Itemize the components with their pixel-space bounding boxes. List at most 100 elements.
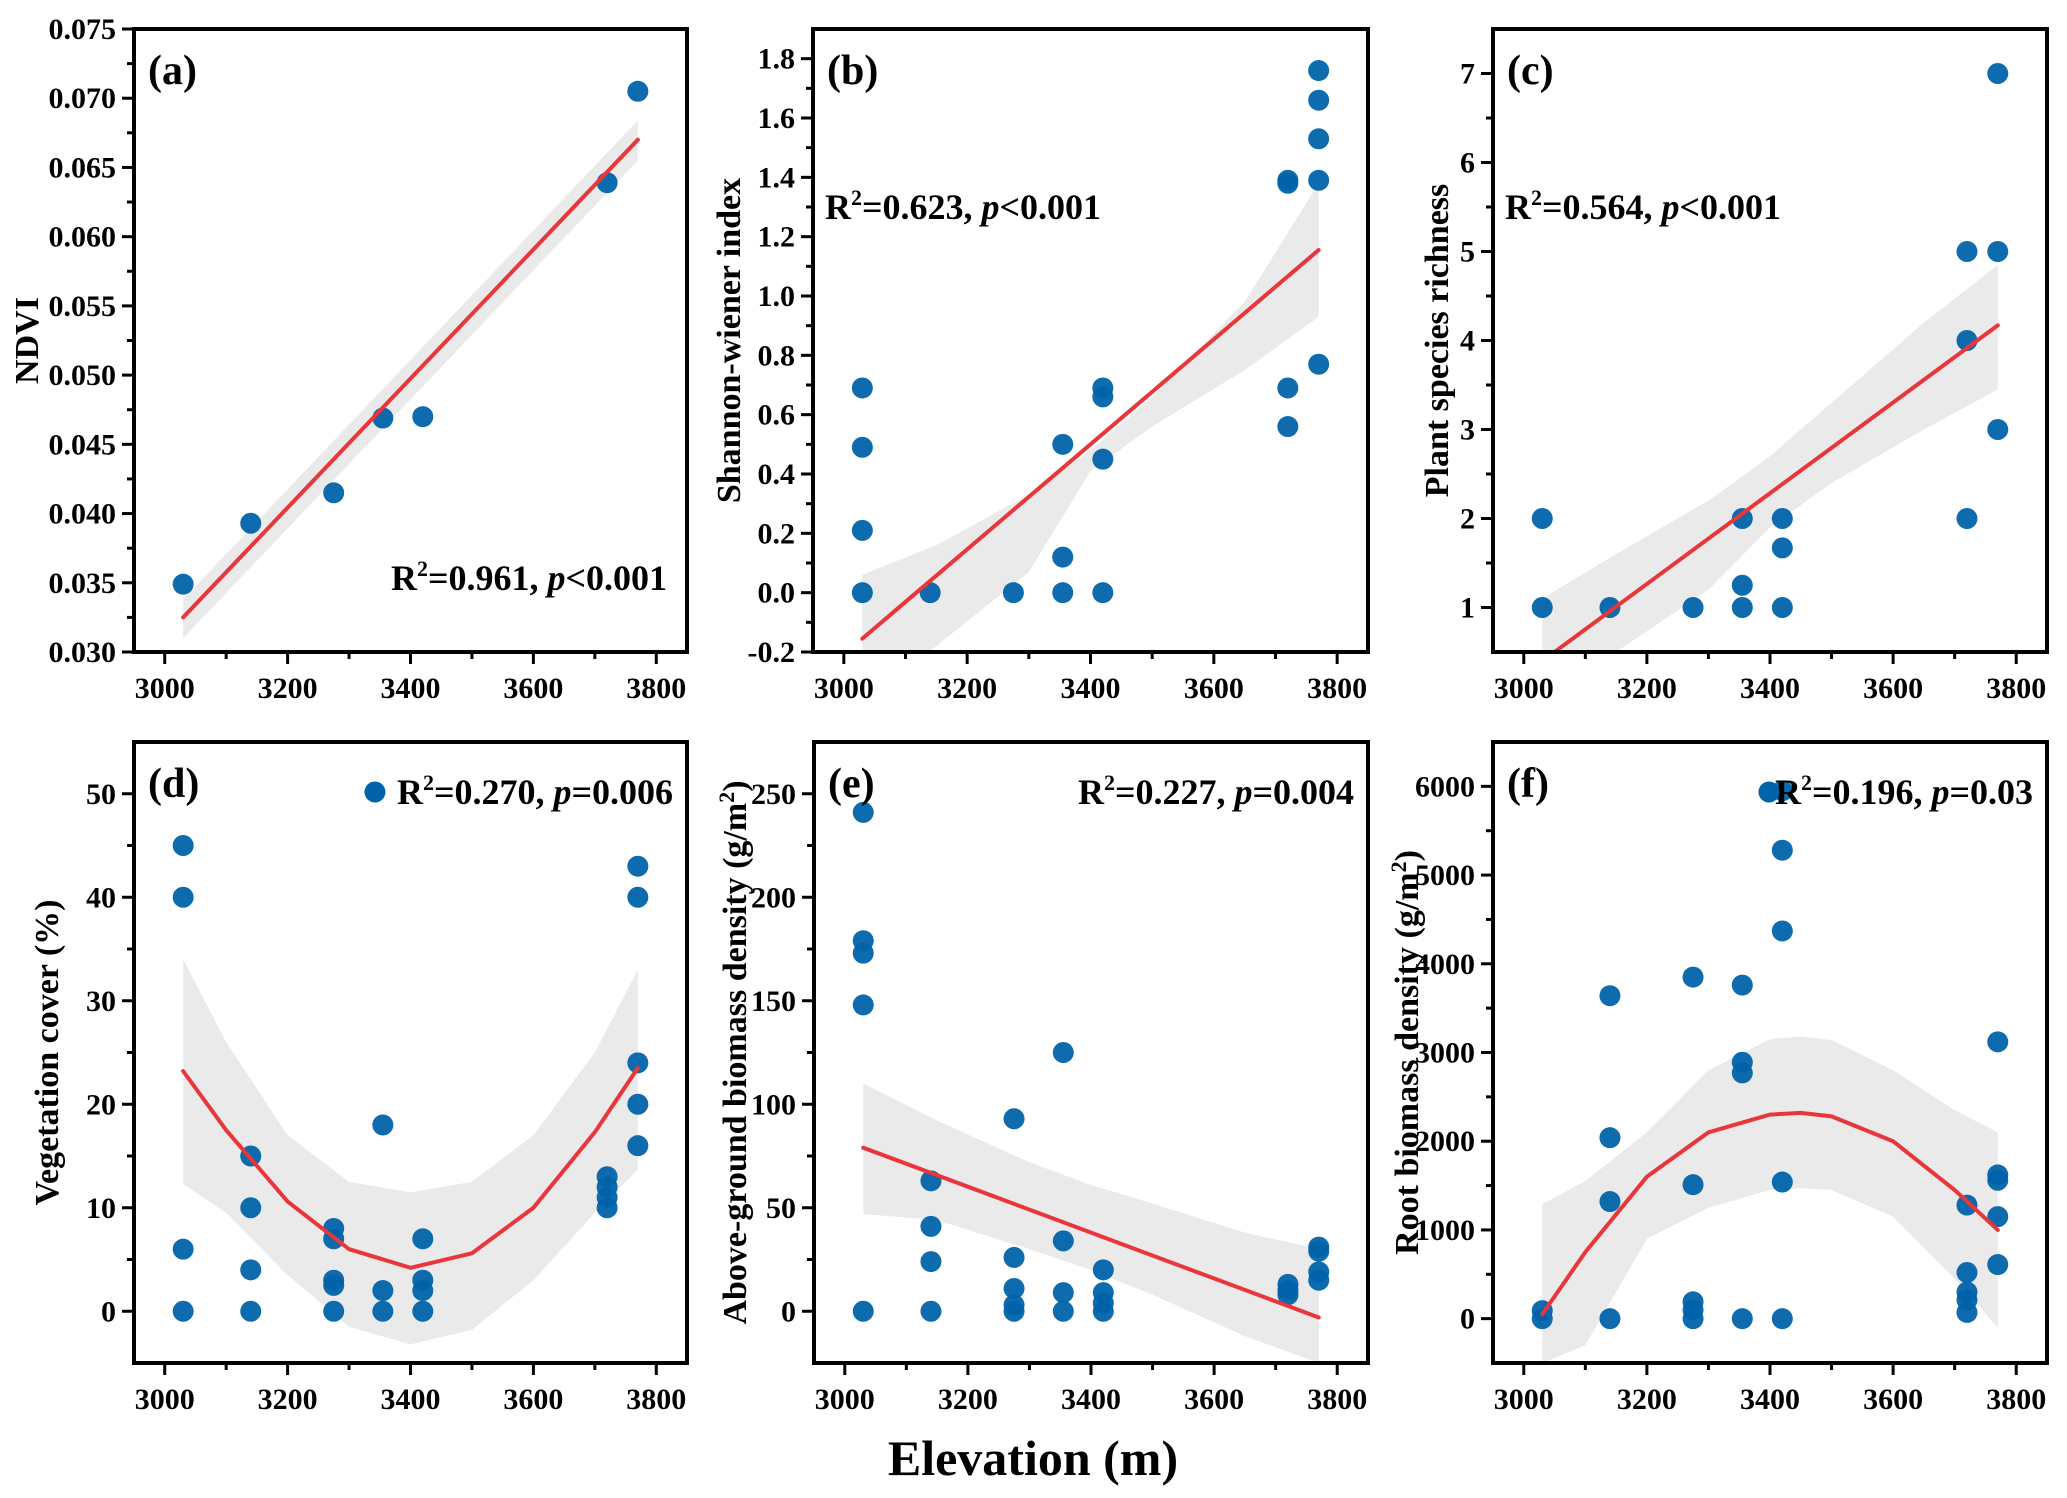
- y-tick-label: 10: [86, 1192, 116, 1225]
- shared-x-axis-title: Elevation (m): [888, 1430, 1178, 1486]
- data-point: [920, 1251, 942, 1273]
- data-point: [596, 1197, 618, 1219]
- x-tick-label: 3600: [1184, 1383, 1244, 1416]
- data-point: [1308, 60, 1330, 82]
- data-point: [1052, 1042, 1074, 1063]
- y-tick-label: 6: [1460, 147, 1475, 180]
- stat-part: 2: [417, 556, 428, 581]
- y-tick-label: 100: [751, 1088, 796, 1121]
- data-point: [851, 582, 873, 604]
- x-tick-label: 3000: [814, 672, 874, 705]
- x-tick-label: 3200: [938, 1383, 998, 1416]
- x-tick-label: 3800: [1986, 1383, 2046, 1416]
- stat-annotation: R2=0.623, p<0.001: [825, 185, 1101, 227]
- data-point: [627, 1052, 649, 1074]
- y-tick-label: -0.2: [748, 636, 796, 669]
- data-point: [1599, 985, 1621, 1007]
- plot-area: [172, 835, 649, 1345]
- y-tick-label: 2000: [1415, 1125, 1475, 1158]
- y-tick-label: 0.030: [49, 636, 117, 669]
- data-point: [1308, 353, 1330, 375]
- data-point: [1092, 448, 1114, 470]
- panel-label: (b): [827, 48, 878, 94]
- x-tick-label: 3200: [258, 1383, 318, 1416]
- stat-part: p: [1231, 772, 1252, 812]
- plot-area: [852, 801, 1330, 1363]
- x-tick-label: 3000: [815, 1383, 875, 1416]
- stat-part: 2: [1801, 770, 1812, 795]
- y-tick-label: 2: [1460, 503, 1475, 536]
- panel-c: 3000 3200 3400 3600 3800 1 2 3 4 5 6 7 Plant species…: [1419, 27, 2049, 705]
- data-point: [1052, 1230, 1074, 1252]
- x-tick-label: 3000: [1494, 1383, 1554, 1416]
- data-point: [1308, 169, 1330, 191]
- y-tick-label: 40: [86, 881, 116, 914]
- fit-line: [860, 248, 1321, 641]
- panel-b: 3000 3200 3400 3600 3800 -0.2 0.0 0.2 0.4 0.6 0.8 1…: [711, 27, 1370, 705]
- legend-marker: [1758, 781, 1780, 803]
- data-point: [172, 573, 194, 595]
- fit-line: [861, 1145, 1321, 1320]
- data-point: [1731, 597, 1753, 618]
- panel-f: 3000 3200 3400 3600 3800 0 1000 2000 3000 4000 500…: [1386, 740, 2049, 1416]
- y-tick-label: 7: [1460, 58, 1475, 91]
- x-tick-label: 3800: [1307, 1383, 1367, 1416]
- data-point: [627, 886, 649, 908]
- data-point: [851, 377, 873, 399]
- stat-part: 2: [1104, 770, 1115, 795]
- x-tick-label: 3000: [135, 1383, 195, 1416]
- stat-part: =0.196,: [1812, 772, 1932, 812]
- data-point: [323, 482, 345, 504]
- data-point: [1771, 597, 1793, 618]
- stat-annotation: R2=0.564, p<0.001: [1505, 185, 1781, 227]
- data-point: [1771, 1308, 1793, 1330]
- data-point: [1531, 597, 1553, 618]
- data-point: [1771, 1171, 1793, 1193]
- y-tick-label: 0.055: [49, 290, 117, 323]
- data-point: [1987, 1031, 2009, 1053]
- stat-part: =0.270,: [434, 772, 554, 812]
- x-tick-label: 3800: [1307, 672, 1367, 705]
- y-tick-label: 150: [751, 985, 796, 1018]
- data-point: [412, 406, 434, 428]
- data-point: [240, 1300, 262, 1322]
- data-point: [1003, 1108, 1025, 1130]
- x-tick-label: 3000: [135, 672, 195, 705]
- stat-part: 2: [851, 185, 862, 210]
- stat-part: R: [1078, 772, 1105, 812]
- panel-label: (f): [1507, 761, 1549, 807]
- data-point: [1987, 1206, 2009, 1228]
- x-tick-label: 3200: [1617, 672, 1677, 705]
- data-point: [1092, 386, 1114, 408]
- data-point: [851, 436, 873, 458]
- panel-label: (d): [148, 761, 199, 807]
- stat-part: =0.03: [1949, 772, 2033, 812]
- confidence-band: [183, 959, 638, 1345]
- y-tick-label: 6000: [1415, 770, 1475, 803]
- data-point: [1731, 974, 1753, 996]
- data-point: [172, 1300, 194, 1322]
- fit-line: [1552, 323, 2000, 652]
- fit-line: [181, 137, 640, 620]
- data-point: [1002, 582, 1024, 604]
- stat-part: =0.564,: [1542, 187, 1662, 227]
- stat-part: p: [979, 187, 1000, 227]
- y-tick-label: 5000: [1415, 859, 1475, 892]
- data-point: [1771, 839, 1793, 861]
- y-tick-label: 0.045: [49, 428, 117, 461]
- x-tick-label: 3400: [381, 672, 441, 705]
- data-point: [1682, 1308, 1704, 1330]
- label-tail: ): [717, 780, 754, 791]
- data-point: [1599, 1127, 1621, 1149]
- data-point: [1052, 433, 1074, 455]
- data-point: [1987, 419, 2009, 440]
- y-tick-label: 1.0: [758, 280, 796, 313]
- data-point: [1771, 537, 1793, 559]
- y-tick-label: 250: [751, 778, 796, 811]
- data-point: [323, 1300, 345, 1322]
- data-point: [596, 172, 618, 194]
- confidence-band: [1542, 1036, 1998, 1363]
- data-point: [627, 80, 649, 102]
- x-tick-label: 3600: [503, 1383, 563, 1416]
- data-point: [323, 1274, 345, 1296]
